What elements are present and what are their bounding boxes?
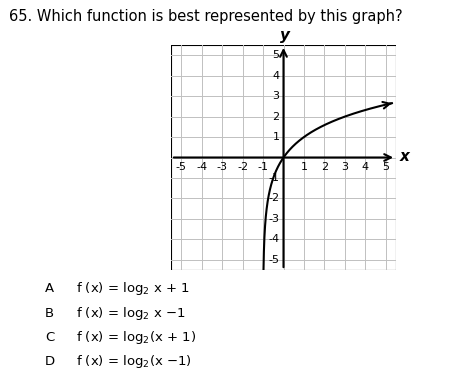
Text: x: x	[400, 149, 410, 164]
Text: -3: -3	[216, 162, 228, 172]
Text: f (x) = log$_2$ x + 1: f (x) = log$_2$ x + 1	[76, 280, 190, 297]
Text: f (x) = log$_2$(x $-$1): f (x) = log$_2$(x $-$1)	[76, 353, 193, 370]
Text: -3: -3	[268, 214, 279, 224]
Text: -1: -1	[257, 162, 269, 172]
Text: -4: -4	[268, 234, 279, 244]
Text: -2: -2	[268, 194, 279, 203]
Text: -2: -2	[237, 162, 248, 172]
Text: B: B	[45, 307, 54, 320]
Text: 4: 4	[362, 162, 369, 172]
Text: 3: 3	[342, 162, 348, 172]
Text: 5: 5	[272, 50, 279, 60]
Text: f (x) = log$_2$ x $-$1: f (x) = log$_2$ x $-$1	[76, 304, 186, 322]
Text: 5: 5	[382, 162, 389, 172]
Text: 3: 3	[272, 91, 279, 101]
Text: 4: 4	[272, 70, 279, 81]
Text: 2: 2	[321, 162, 328, 172]
Text: -5: -5	[176, 162, 187, 172]
Text: 2: 2	[272, 112, 279, 122]
Text: -5: -5	[268, 255, 279, 265]
Text: 65. Which function is best represented by this graph?: 65. Which function is best represented b…	[9, 9, 403, 24]
Text: 1: 1	[301, 162, 307, 172]
Text: f (x) = log$_2$(x + 1): f (x) = log$_2$(x + 1)	[76, 329, 197, 346]
Text: C: C	[45, 331, 54, 344]
Text: y: y	[279, 28, 289, 43]
Text: 1: 1	[272, 132, 279, 142]
Text: -4: -4	[196, 162, 207, 172]
Text: D: D	[45, 356, 55, 368]
Text: A: A	[45, 282, 54, 295]
Text: -1: -1	[268, 173, 279, 183]
